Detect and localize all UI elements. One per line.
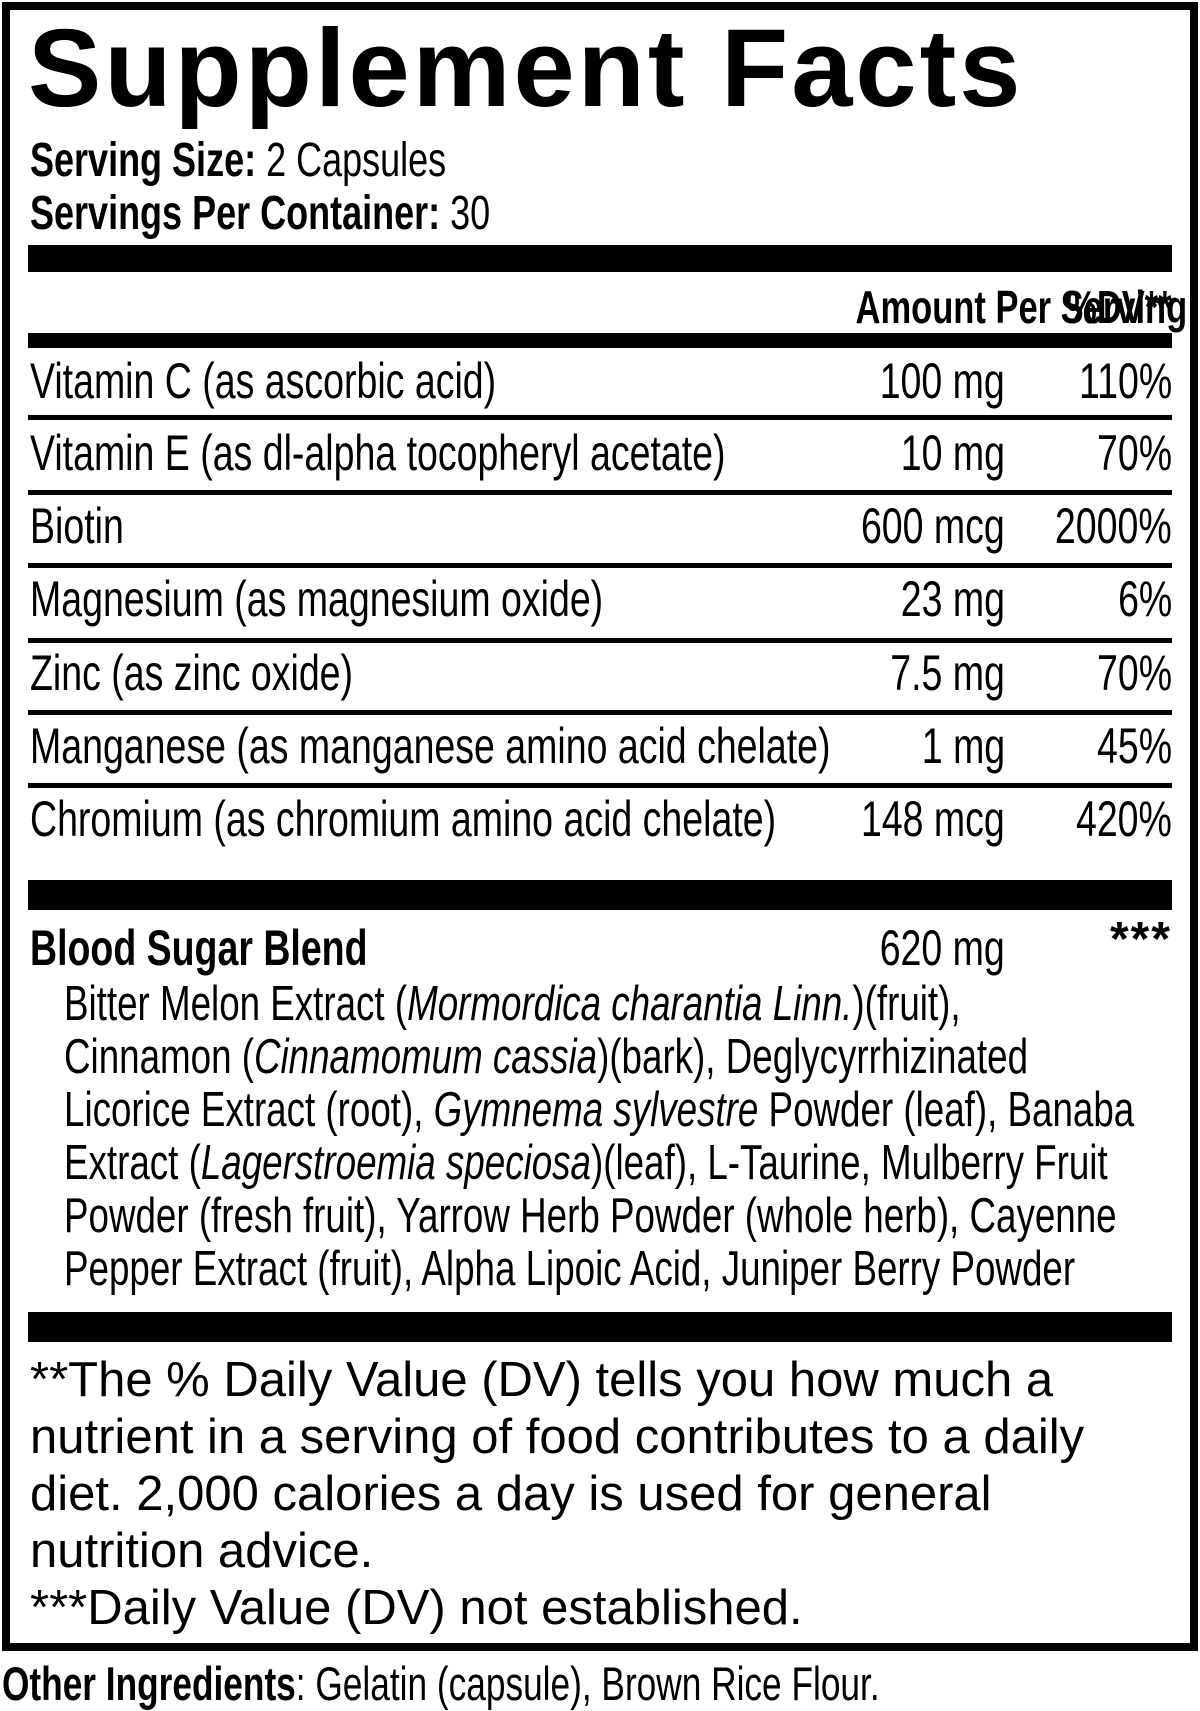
blend-ingredient-line: Extract (Lagerstroemia speciosa)(leaf), … [64,1136,1108,1190]
nutrient-amount: 7.5 mg [890,645,1005,701]
other-ingredients-value: : Gelatin (capsule), Brown Rice Flour. [295,1657,880,1710]
nutrient-dv: 45% [1096,718,1172,774]
dv-footnote: **The % Daily Value (DV) tells you how m… [30,1352,1160,1637]
table-row: Manganese (as manganese amino acid chela… [30,721,1172,771]
divider-bar-top [28,245,1172,272]
nutrient-name: Zinc (as zinc oxide) [30,645,354,701]
other-ingredients-label: Other Ingredients [2,1657,296,1710]
table-row: Zinc (as zinc oxide) 7.5 mg 70% [30,648,1172,698]
footnote-line: **The % Daily Value (DV) tells you how m… [30,1353,1054,1407]
blend-ingredient-line: Cinnamon (Cinnamomum cassia)(bark), Degl… [64,1030,1029,1084]
servings-per-container-line: Servings Per Container: 30 [30,189,1130,239]
table-row: Chromium (as chromium amino acid chelate… [30,794,1172,844]
table-row: Biotin 600 mcg 2000% [30,501,1172,551]
header-amount-per-serving: Amount Per Serving [855,281,1188,333]
blend-amount: 620 mg [879,920,1005,976]
servings-per-container-value: 30 [440,187,491,240]
nutrient-amount: 10 mg [900,425,1005,481]
blend-ingredient-line: Powder (fresh fruit), Yarrow Herb Powder… [64,1189,1117,1243]
nutrient-dv: 420% [1076,791,1172,847]
divider-bar-blend-top [28,880,1172,910]
nutrient-name: Vitamin C (as ascorbic acid) [30,353,497,409]
nutrient-name: Vitamin E (as dl-alpha tocopheryl acetat… [30,425,726,481]
label-border-frame [2,2,1198,1651]
row-separator [28,710,1172,715]
footnote-line: nutrient in a serving of food contribute… [30,1410,1085,1464]
nutrient-name: Magnesium (as magnesium oxide) [30,571,604,627]
nutrient-name: Manganese (as manganese amino acid chela… [30,718,831,774]
divider-bar-header [28,333,1172,348]
row-separator [28,490,1172,495]
header-percent-dv: %DV** [1066,281,1172,333]
nutrient-dv: 110% [1078,353,1172,409]
blend-row: Blood Sugar Blend 620 mg *** [30,913,1172,976]
blend-ingredient-line: Pepper Extract (fruit), Alpha Lipoic Aci… [64,1242,1076,1296]
nutrient-dv: 70% [1096,645,1172,701]
nutrient-name: Biotin [30,498,124,554]
nutrient-amount: 148 mcg [861,791,1005,847]
servings-per-container-label: Servings Per Container: [30,187,441,240]
serving-size-value: 2 Capsules [256,134,447,187]
other-ingredients-line: Other Ingredients: Gelatin (capsule), Br… [2,1659,1192,1709]
serving-size-line: Serving Size: 2 Capsules [30,136,1130,186]
footnote-line: nutrition advice. [30,1524,374,1578]
row-separator [28,415,1172,420]
page-title: Supplement Facts [28,7,1024,130]
blend-ingredient-line: Bitter Melon Extract (Mormordica charant… [64,977,961,1031]
nutrient-amount: 600 mcg [861,498,1005,554]
blend-name: Blood Sugar Blend [30,920,368,976]
table-row: Vitamin C (as ascorbic acid) 100 mg 110% [30,356,1172,406]
nutrient-dv: 2000% [1055,498,1172,554]
footnote-line: diet. 2,000 calories a day is used for g… [30,1467,992,1521]
row-separator [28,638,1172,643]
row-separator [28,563,1172,568]
blend-ingredients: Bitter Melon Extract (Mormordica charant… [64,978,1174,1296]
nutrient-amount: 100 mg [879,353,1005,409]
serving-size-label: Serving Size: [30,134,257,187]
divider-bar-footnote [28,1312,1172,1342]
table-header-row: Amount Per Serving %DV** [30,281,1188,333]
blend-ingredient-line: Licorice Extract (root), Gymnema sylvest… [64,1083,1135,1137]
nutrient-amount: 23 mg [900,571,1005,627]
row-separator [28,783,1172,788]
table-row: Vitamin E (as dl-alpha tocopheryl acetat… [30,428,1172,478]
nutrient-amount: 1 mg [921,718,1005,774]
footnote-line: ***Daily Value (DV) not established. [30,1581,803,1635]
blend-dv-asterisks: *** [1109,913,1172,966]
nutrient-dv: 6% [1117,571,1172,627]
table-row: Magnesium (as magnesium oxide) 23 mg 6% [30,574,1172,624]
nutrient-name: Chromium (as chromium amino acid chelate… [30,791,777,847]
nutrient-dv: 70% [1096,425,1172,481]
